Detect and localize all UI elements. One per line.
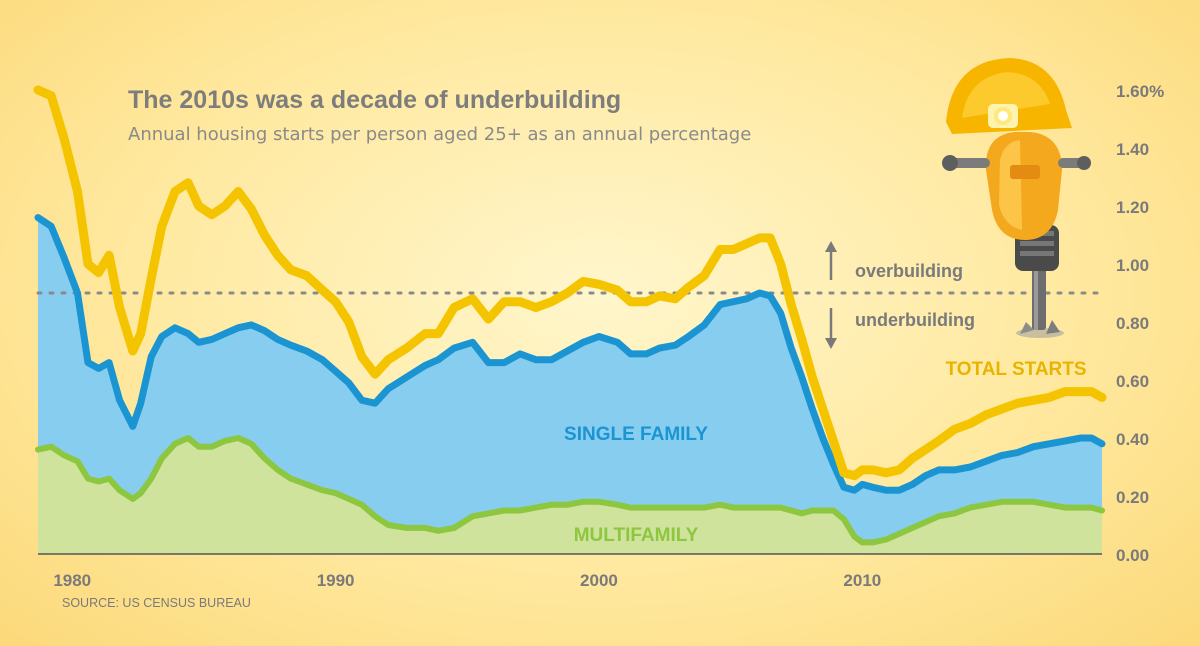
overbuilding-label: overbuilding xyxy=(855,261,963,281)
x-tick-label: 1980 xyxy=(53,571,91,590)
chart-subtitle: Annual housing starts per person aged 25… xyxy=(128,124,752,145)
jackhammer-robot-icon xyxy=(942,58,1091,338)
single-family-line xyxy=(34,214,1106,494)
multifamily-label: MULTIFAMILY xyxy=(574,525,699,546)
y-tick-label: 0.40 xyxy=(1116,430,1149,449)
y-tick-label: 0.80 xyxy=(1116,314,1149,333)
source-note: SOURCE: US CENSUS BUREAU xyxy=(62,596,251,610)
y-tick-label: 1.20 xyxy=(1116,198,1149,217)
multifamily-line xyxy=(35,435,1105,546)
total-starts-label: TOTAL STARTS xyxy=(945,359,1086,380)
x-tick-label: 1990 xyxy=(317,571,355,590)
total-starts-line xyxy=(33,85,1107,481)
y-tick-label: 1.60% xyxy=(1116,82,1164,101)
x-tick-label: 2000 xyxy=(580,571,618,590)
chart-title: The 2010s was a decade of underbuilding xyxy=(128,86,622,114)
y-tick-label: 0.00 xyxy=(1116,546,1149,565)
down-arrowhead-icon xyxy=(825,338,837,349)
single-family-label: SINGLE FAMILY xyxy=(564,424,708,445)
x-tick-label: 2010 xyxy=(843,571,881,590)
y-tick-label: 1.00 xyxy=(1116,256,1149,275)
multifamily-area xyxy=(38,438,1102,554)
y-tick-label: 1.40 xyxy=(1116,140,1149,159)
underbuilding-label: underbuilding xyxy=(855,310,975,330)
y-tick-label: 0.20 xyxy=(1116,488,1149,507)
up-arrowhead-icon xyxy=(825,241,837,252)
y-tick-label: 0.60 xyxy=(1116,372,1149,391)
